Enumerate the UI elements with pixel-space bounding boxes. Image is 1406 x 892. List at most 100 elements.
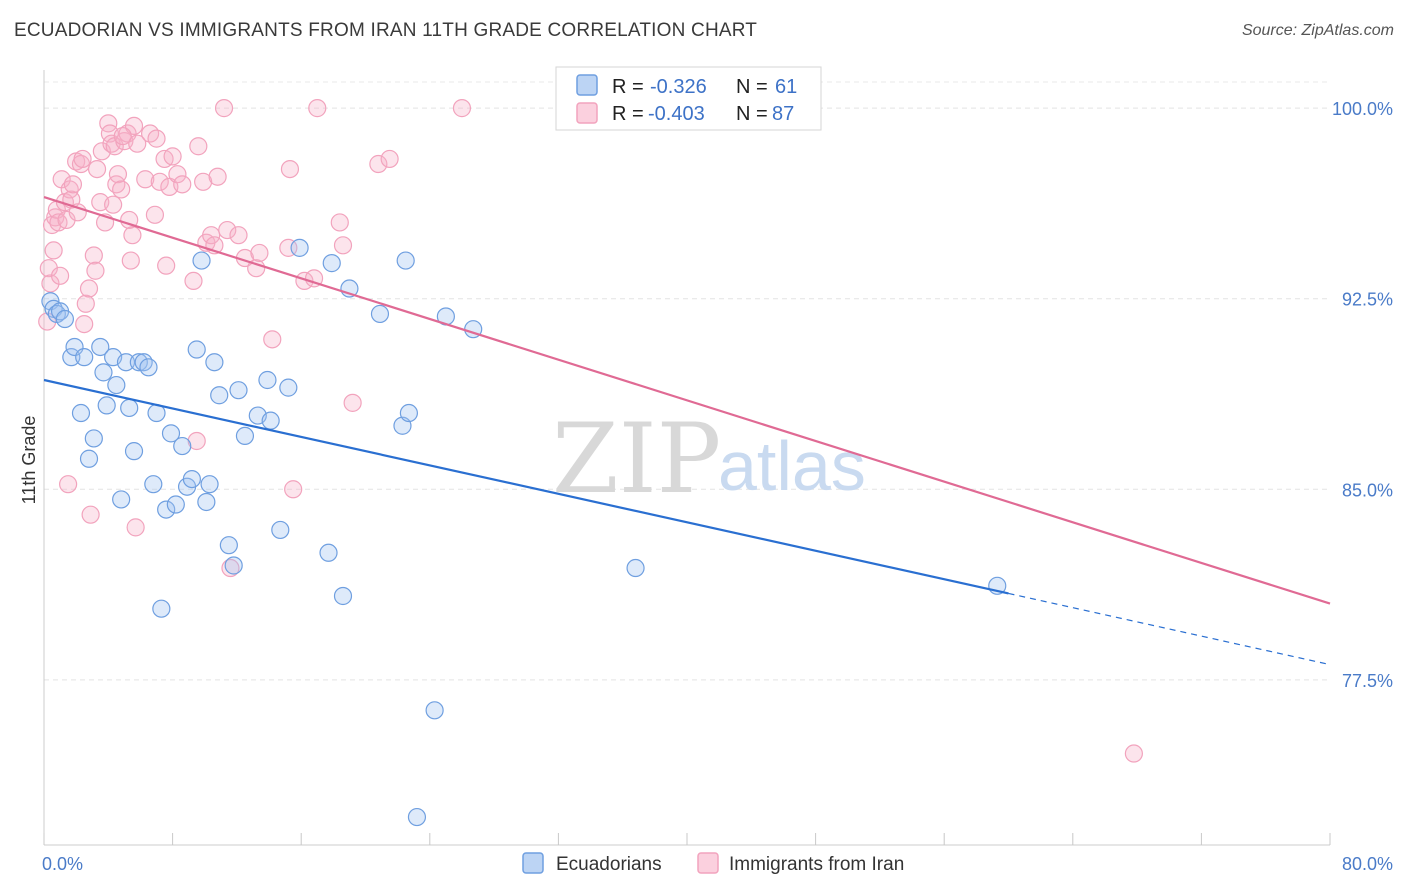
iran-point-19 xyxy=(73,149,92,169)
iran-point-25 xyxy=(86,261,105,280)
iran-point-62 xyxy=(202,226,221,245)
iran-point-49 xyxy=(147,129,166,148)
iran-point-37 xyxy=(112,180,131,199)
ecuadorians-point-39 xyxy=(224,556,243,575)
iran-point-41 xyxy=(121,251,140,270)
legend-n-value-1: 87 xyxy=(772,103,794,125)
watermark-zip: ZIP xyxy=(552,403,721,515)
bottom-legend-label-iran: Immigrants from Iran xyxy=(729,854,904,875)
source-label: Source: ZipAtlas.com xyxy=(1241,22,1394,39)
ecuadorians-point-20 xyxy=(129,353,148,372)
iran-point-56 xyxy=(173,175,192,194)
watermark: ZIP atlas xyxy=(552,403,866,515)
iran-point-77 xyxy=(308,99,327,118)
ecuadorians-point-35 xyxy=(200,475,219,494)
iran-point-74 xyxy=(280,159,300,179)
ecuadorians-point-26 xyxy=(157,500,176,519)
iran-point-75 xyxy=(284,480,303,499)
trend-line-iran xyxy=(43,196,1331,605)
ecuadorians-point-15 xyxy=(107,375,126,395)
iran-point-86 xyxy=(113,126,132,146)
iran-point-83 xyxy=(452,99,472,118)
legend-n-value-0: 61 xyxy=(775,76,797,98)
ecuadorians-point-40 xyxy=(229,381,248,400)
ecuadorians-point-32 xyxy=(187,340,206,359)
ecuadorians-point-33 xyxy=(192,251,211,270)
grid xyxy=(44,81,1330,681)
ecuadorians-point-36 xyxy=(205,353,224,372)
ecuadorians-point-25 xyxy=(152,599,171,618)
iran-point-2 xyxy=(41,274,60,293)
series-iran-points xyxy=(38,99,1143,763)
y-tick-label-3: 100.0% xyxy=(1332,99,1393,119)
series-ecuadorians-points xyxy=(41,238,1007,827)
y-tick-label-0: 77.5% xyxy=(1342,671,1393,691)
watermark-atlas: atlas xyxy=(718,427,866,505)
ecuadorians-point-34 xyxy=(197,492,216,512)
iran-point-8 xyxy=(50,266,70,285)
ecuadorians-point-31 xyxy=(182,469,201,489)
legend-n-label-1: N = xyxy=(736,103,768,125)
iran-point-60 xyxy=(194,172,213,191)
ecuadorians-point-47 xyxy=(290,238,309,257)
iran-point-21 xyxy=(76,294,95,313)
legend-r-value-0: -0.326 xyxy=(650,76,707,98)
trend-line-ecuadorians-extension xyxy=(1008,592,1331,666)
iran-point-23 xyxy=(81,505,100,524)
iran-point-46 xyxy=(136,170,155,189)
iran-point-66 xyxy=(218,220,237,240)
x-tick-label-0: 0.0% xyxy=(42,854,83,874)
iran-point-54 xyxy=(163,147,182,166)
iran-point-70 xyxy=(247,259,266,278)
ecuadorians-point-57 xyxy=(407,807,427,827)
ecuadorians-point-41 xyxy=(235,426,255,446)
iran-point-33 xyxy=(104,195,123,214)
iran-point-71 xyxy=(250,243,269,263)
ecuadorians-point-23 xyxy=(144,475,163,494)
ecuadorians-point-45 xyxy=(271,520,290,540)
iran-point-43 xyxy=(124,116,144,136)
ecuadorians-point-11 xyxy=(91,337,110,357)
ecuadorians-point-22 xyxy=(139,358,158,377)
iran-point-58 xyxy=(187,431,206,451)
ecuadorians-point-29 xyxy=(173,436,192,456)
legend-r-label-0: R = xyxy=(612,76,644,98)
iran-point-79 xyxy=(333,236,353,255)
iran-point-26 xyxy=(87,159,107,179)
axes xyxy=(43,70,1331,846)
ecuadorians-point-17 xyxy=(116,353,136,372)
iran-point-42 xyxy=(123,226,142,245)
ecuadorians-point-37 xyxy=(210,386,229,405)
ecuadorians-point-21 xyxy=(134,353,153,372)
y-axis-title: 11th Grade xyxy=(19,416,39,505)
ecuadorians-point-16 xyxy=(112,490,131,509)
legend-swatch-ecuadorians xyxy=(576,74,598,96)
iran-point-72 xyxy=(263,330,282,349)
y-tick-labels: 77.5% 85.0% 92.5% 100.0% xyxy=(1332,99,1393,691)
iran-point-20 xyxy=(75,314,94,334)
x-tick-label-1: 80.0% xyxy=(1342,854,1393,874)
iran-point-44 xyxy=(126,518,145,537)
iran-point-65 xyxy=(214,99,234,118)
ecuadorians-point-27 xyxy=(161,424,181,443)
ecuadorians-point-13 xyxy=(97,396,116,415)
ecuadorians-point-55 xyxy=(399,403,419,423)
trend-line-ecuadorians xyxy=(43,378,1009,595)
iran-point-52 xyxy=(157,256,176,275)
chart-title: ECUADORIAN VS IMMIGRANTS FROM IRAN 11TH … xyxy=(14,20,758,41)
y-tick-label-2: 92.5% xyxy=(1342,290,1393,310)
iran-point-78 xyxy=(330,213,349,232)
iran-point-67 xyxy=(221,558,240,578)
bottom-legend-swatch-ecuadorians xyxy=(522,852,544,874)
y-tick-label-1: 85.0% xyxy=(1342,480,1393,500)
ecuadorians-point-12 xyxy=(94,363,113,382)
ecuadorians-point-7 xyxy=(71,403,91,423)
iran-point-24 xyxy=(84,246,103,265)
legend-swatch-iran xyxy=(576,102,598,124)
ecuadorians-point-10 xyxy=(84,429,103,448)
ecuadorians-point-53 xyxy=(396,251,415,270)
iran-point-50 xyxy=(150,172,169,191)
x-tick-labels: 0.0% 80.0% xyxy=(42,854,1393,874)
ecuadorians-point-28 xyxy=(166,495,185,514)
